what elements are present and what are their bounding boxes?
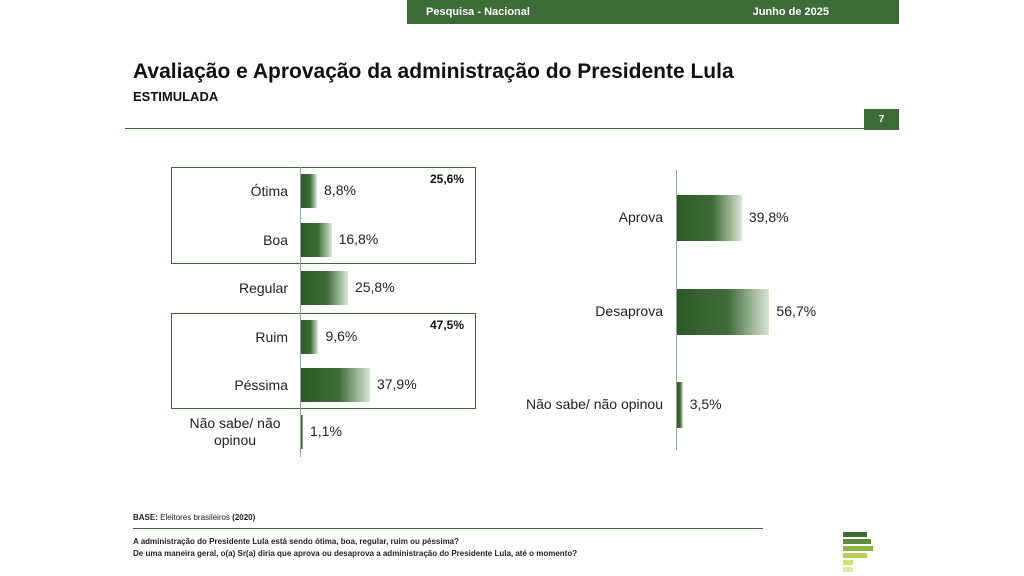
company-logo-icon [843,532,873,572]
bar [301,223,332,257]
base-n: (2020) [232,513,256,522]
category-label: Regular [238,279,288,296]
base-label: BASE: [133,513,158,522]
group-total-label: 47,5% [430,318,465,332]
value-label: 56,7% [776,303,817,319]
category-label: Não sabe/ não opinou [189,415,281,448]
category-label: Aprova [618,209,663,225]
group-total-label: 25,6% [430,172,465,186]
chart-axis [300,167,301,457]
header-bar: Pesquisa - Nacional Junho de 2025 [407,0,899,24]
value-label: 1,1% [310,423,342,439]
category-label: Ótima [250,182,288,199]
value-label: 37,9% [376,376,417,392]
chart-axis [676,170,677,450]
category-label: Ruim [255,328,288,345]
group-box [171,167,476,264]
page-number: 7 [864,109,899,130]
bar [677,195,742,241]
bar [301,271,348,305]
bar [301,320,319,354]
question-evaluation: A administração do Presidente Lula está … [133,537,460,546]
bar [301,368,370,402]
value-label: 8,8% [324,182,356,198]
survey-name: Pesquisa - Nacional [426,6,530,18]
bar [677,289,770,335]
survey-date: Junho de 2025 [752,6,829,18]
bar [301,174,318,208]
value-label: 3,5% [689,396,722,412]
page-subtitle: ESTIMULADA [133,89,219,104]
category-label: Péssima [234,376,288,393]
page-title: Avaliação e Aprovação da administração d… [133,60,734,83]
value-label: 25,8% [354,279,395,295]
footer-divider [133,528,763,529]
question-approval: De uma maneira geral, o(a) Sr(a) diria q… [133,549,578,558]
value-label: 16,8% [338,231,379,247]
base-note: BASE: Eleitores brasileiros (2020) [133,513,255,522]
title-divider [125,128,865,129]
bar [677,382,683,428]
value-label: 9,6% [325,328,358,344]
value-label: 39,8% [748,209,789,225]
base-text: Eleitores brasileiros [160,513,230,522]
bar [301,415,303,449]
group-box [171,313,476,409]
category-label: Desaprova [595,303,663,319]
category-label: Boa [263,231,288,248]
category-label: Não sabe/ não opinou [526,396,663,412]
